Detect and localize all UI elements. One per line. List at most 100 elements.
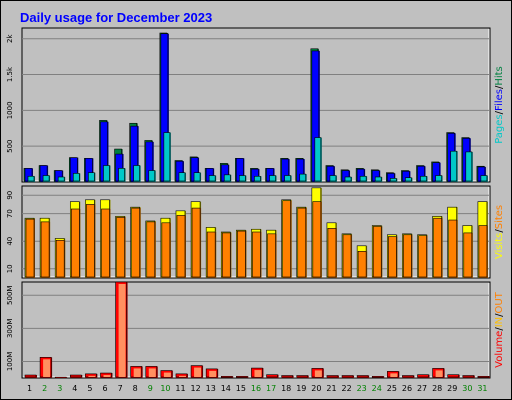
volume-bar — [341, 375, 355, 378]
x-tick-label: 12 — [191, 384, 201, 393]
x-tick-label: 26 — [402, 384, 412, 393]
legend-item: Pages — [494, 114, 505, 143]
volume-in-bar — [118, 284, 126, 377]
pages-bar — [314, 137, 322, 182]
x-tick-label: 1 — [27, 384, 32, 393]
x-tick-label: 25 — [387, 384, 397, 393]
sites-bar — [176, 215, 186, 278]
sites-bar — [372, 226, 383, 278]
legends: Pages/Files/Hits Visits/Sites Volume/IN/OU… — [494, 66, 505, 368]
x-tick-label: 24 — [372, 384, 382, 393]
sites-bar — [267, 233, 277, 278]
pages-bar — [390, 178, 398, 182]
pages-bar — [223, 174, 232, 182]
x-tick-label: 10 — [160, 384, 170, 393]
x-tick-label: 21 — [326, 384, 336, 393]
pages-bar — [254, 175, 262, 182]
x-tick-label: 28 — [432, 384, 442, 393]
x-tick-label: 30 — [462, 384, 472, 393]
y-tick-label: 40 — [6, 237, 14, 246]
legend-item: OUT — [494, 291, 505, 313]
x-tick-label: 11 — [175, 384, 185, 393]
x-tick-label: 6 — [102, 384, 107, 393]
sites-bar — [448, 219, 458, 278]
x-tick-label: 7 — [118, 384, 123, 393]
top-panel: 500 1000 1.5k 2k — [6, 27, 491, 183]
legend-0: Pages/Files/Hits — [494, 66, 505, 144]
pages-bar — [435, 175, 443, 182]
sites-bar — [252, 231, 262, 278]
legend-item: Files — [494, 89, 505, 111]
x-tick-label: 14 — [221, 384, 231, 393]
legend-item: Hits — [494, 66, 505, 85]
y-tick-label: 2k — [6, 34, 14, 43]
pages-bar — [374, 176, 383, 182]
pages-bar — [420, 175, 428, 182]
sites-bar — [478, 225, 488, 278]
legend-item: IN — [494, 317, 505, 327]
sites-bar — [388, 236, 398, 278]
y-tick-label: 10 — [6, 264, 14, 273]
sites-bar — [403, 234, 413, 278]
volume-in-bar — [435, 370, 443, 377]
volume-bar — [356, 375, 370, 378]
volume-in-bar — [88, 375, 96, 377]
pages-bar — [148, 170, 156, 182]
sites-bar — [146, 221, 156, 278]
pages-bar — [42, 175, 51, 182]
pages-bar — [208, 175, 217, 182]
sites-bar — [327, 228, 337, 278]
chart-title: Daily usage for December 2023 — [20, 10, 212, 25]
x-tick-label: 15 — [236, 384, 246, 393]
pages-bar — [178, 172, 186, 182]
pages-bar — [239, 175, 247, 182]
x-tick-label: 31 — [477, 384, 487, 393]
pages-bar — [465, 151, 473, 182]
volume-bar — [281, 375, 294, 378]
y-tick-label: 90 — [6, 191, 14, 200]
volume-in-bar — [390, 373, 398, 377]
pages-bar — [163, 132, 171, 182]
pages-bar — [480, 175, 488, 182]
sites-bar — [86, 204, 96, 278]
y-tick-label: 300M — [6, 319, 14, 338]
volume-bar — [266, 374, 279, 378]
volume-bar — [477, 376, 490, 378]
legend-1: Visits/Sites — [494, 205, 505, 259]
legend-item: Sites — [494, 205, 505, 229]
volume-bar — [220, 376, 234, 378]
x-tick-label: 5 — [87, 384, 92, 393]
plot-area — [21, 281, 491, 379]
volume-bar — [371, 376, 385, 378]
x-tick-label: 19 — [296, 384, 306, 393]
pages-bar — [299, 173, 307, 182]
sites-bar — [161, 222, 171, 278]
sites-bar — [342, 234, 353, 278]
pages-bar — [133, 165, 141, 182]
legend-item: Volume — [494, 331, 505, 368]
pages-bar — [72, 173, 81, 182]
volume-bar — [54, 376, 68, 379]
y-tick-label: 1000 — [6, 101, 14, 119]
sites-bar — [297, 207, 307, 278]
sites-bar — [55, 239, 66, 278]
x-tick-label: 4 — [72, 384, 77, 393]
volume-bar — [447, 374, 460, 378]
x-tick-label: 29 — [447, 384, 457, 393]
x-tick-label: 8 — [133, 384, 138, 393]
volume-in-bar — [254, 370, 262, 377]
sites-bar — [312, 201, 322, 278]
volume-in-bar — [43, 359, 51, 377]
sites-bar — [221, 232, 232, 278]
x-tick-label: 2 — [42, 384, 47, 393]
x-tick-label: 16 — [251, 384, 261, 393]
pages-bar — [269, 175, 277, 182]
volume-in-bar — [178, 375, 186, 377]
sites-bar — [463, 232, 473, 278]
sites-bar — [357, 251, 368, 278]
sites-bar — [206, 231, 217, 278]
x-tick-label: 9 — [148, 384, 153, 393]
volume-in-bar — [148, 368, 156, 377]
y-tick-label: 1.5k — [6, 66, 14, 82]
